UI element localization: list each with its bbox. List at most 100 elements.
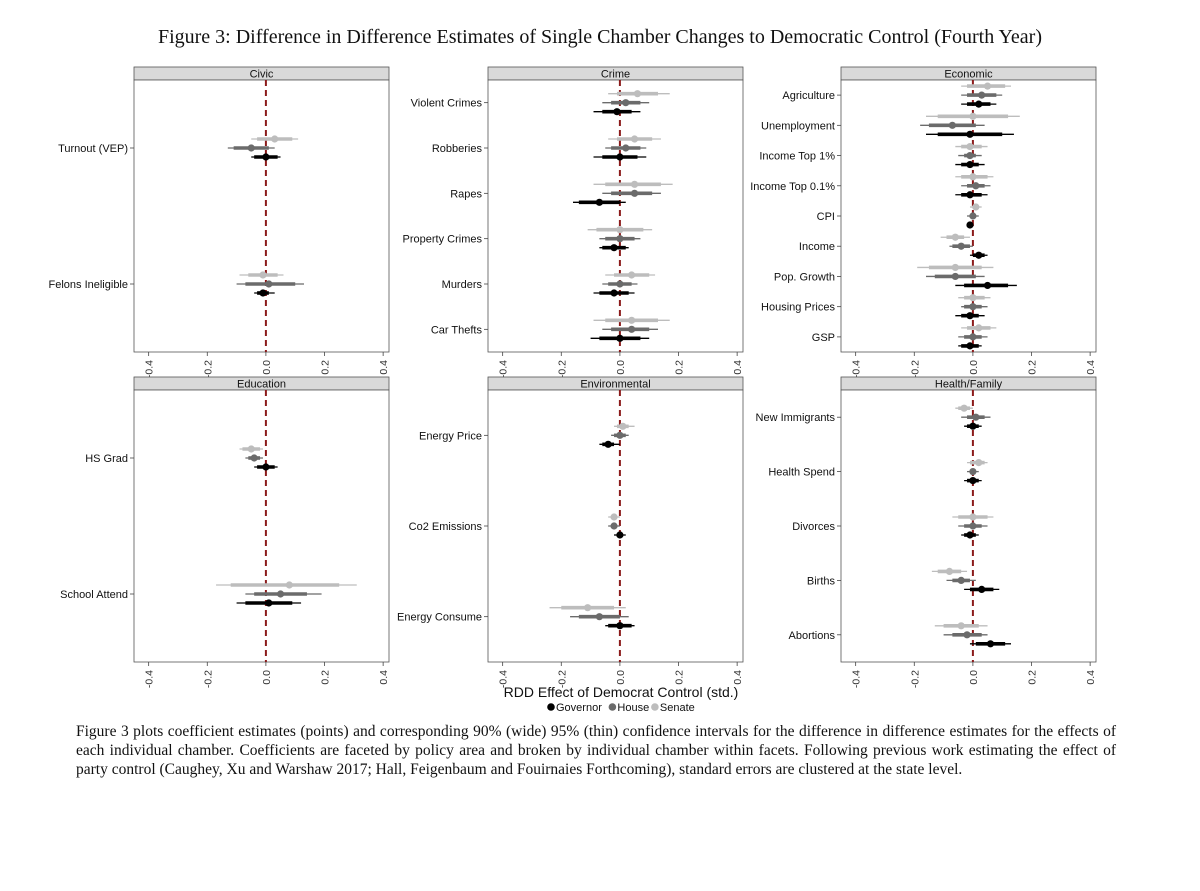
senate-estimate-point bbox=[969, 294, 977, 302]
facet-title-civic: Civic bbox=[250, 69, 274, 81]
outcome-label: Felons Ineligible bbox=[49, 279, 129, 291]
facet-panel-crime bbox=[487, 79, 744, 353]
house-estimate-point bbox=[247, 144, 255, 152]
governor-estimate-point bbox=[616, 334, 624, 342]
governor-estimate-point bbox=[610, 244, 618, 252]
governor-estimate-point bbox=[259, 289, 267, 297]
outcome-label: Rapes bbox=[450, 188, 482, 200]
facet-title-environmental: Environmental bbox=[580, 379, 650, 391]
x-tick-label: -0.2 bbox=[556, 670, 568, 688]
legend-label-house: House bbox=[617, 702, 649, 714]
governor-estimate-point bbox=[604, 440, 612, 448]
house-estimate-point bbox=[616, 431, 624, 439]
house-estimate-point bbox=[969, 468, 977, 476]
senate-estimate-point bbox=[630, 135, 639, 143]
outcome-label: Abortions bbox=[789, 630, 836, 642]
house-estimate-point bbox=[276, 590, 285, 598]
outcome-label: Divorces bbox=[792, 521, 835, 533]
house-estimate-point bbox=[595, 613, 603, 621]
x-tick-label: -0.2 bbox=[909, 670, 921, 688]
x-tick-label: -0.4 bbox=[851, 670, 863, 688]
governor-estimate-point bbox=[966, 221, 974, 229]
house-estimate-point bbox=[957, 242, 965, 250]
senate-estimate-point bbox=[633, 90, 642, 98]
legend-swatch-senate bbox=[651, 703, 659, 711]
x-tick-label: 0.4 bbox=[1085, 670, 1097, 685]
senate-estimate-point bbox=[247, 445, 255, 453]
governor-estimate-point bbox=[966, 191, 974, 199]
outcome-label: Unemployment bbox=[761, 120, 835, 132]
house-estimate-point bbox=[622, 99, 630, 107]
x-tick-label: 0.2 bbox=[320, 670, 332, 685]
x-tick-label: -0.4 bbox=[498, 360, 510, 378]
outcome-label: CPI bbox=[817, 211, 835, 223]
x-tick-label: 0.0 bbox=[261, 360, 273, 375]
governor-estimate-point bbox=[966, 312, 974, 320]
governor-estimate-point bbox=[966, 531, 974, 539]
house-estimate-point bbox=[972, 182, 980, 190]
governor-estimate-point bbox=[616, 531, 624, 539]
governor-estimate-point bbox=[969, 422, 977, 430]
legend-swatch-house bbox=[608, 703, 617, 711]
governor-estimate-point bbox=[613, 108, 621, 116]
senate-estimate-point bbox=[945, 567, 954, 576]
outcome-label: GSP bbox=[812, 332, 835, 344]
house-estimate-point bbox=[630, 189, 639, 197]
house-estimate-point bbox=[948, 121, 956, 129]
x-tick-label: -0.2 bbox=[202, 670, 214, 688]
outcome-label: Energy Consume bbox=[397, 612, 482, 624]
facet-panel-civic bbox=[133, 79, 390, 353]
facet-panel-education bbox=[133, 389, 390, 663]
governor-estimate-point bbox=[595, 198, 603, 206]
x-tick-label: 0.2 bbox=[1027, 670, 1039, 685]
facet-title-crime: Crime bbox=[601, 69, 630, 81]
x-tick-label: -0.2 bbox=[556, 360, 568, 378]
x-tick-label: 0.2 bbox=[1027, 360, 1039, 375]
x-tick-label: -0.4 bbox=[851, 360, 863, 378]
house-estimate-point bbox=[966, 151, 974, 160]
outcome-label: Car Thefts bbox=[431, 324, 483, 336]
house-estimate-point bbox=[622, 144, 630, 152]
house-estimate-point bbox=[628, 325, 636, 333]
x-axis-label: RDD Effect of Democrat Control (std.) bbox=[504, 684, 739, 700]
house-estimate-point bbox=[610, 522, 618, 530]
x-tick-label: 0.4 bbox=[378, 670, 390, 685]
outcome-label: Income Top 1% bbox=[759, 151, 835, 163]
governor-estimate-point bbox=[966, 342, 974, 350]
house-estimate-point bbox=[250, 454, 258, 462]
senate-estimate-point bbox=[975, 459, 983, 467]
senate-estimate-point bbox=[584, 604, 592, 612]
house-estimate-point bbox=[265, 280, 273, 288]
outcome-label: New Immigrants bbox=[756, 412, 836, 424]
facet-title-health-family: Health/Family bbox=[935, 379, 1003, 391]
outcome-label: Property Crimes bbox=[403, 234, 483, 246]
house-estimate-point bbox=[972, 413, 980, 421]
governor-estimate-point bbox=[265, 599, 273, 607]
outcome-label: Income Top 0.1% bbox=[750, 181, 835, 193]
senate-estimate-point bbox=[983, 82, 992, 90]
x-tick-label: 0.2 bbox=[674, 360, 686, 375]
outcome-label: Murders bbox=[442, 279, 483, 291]
outcome-label: Income bbox=[799, 241, 835, 253]
outcome-label: Co2 Emissions bbox=[409, 521, 483, 533]
outcome-label: Agriculture bbox=[782, 90, 835, 102]
senate-estimate-point bbox=[966, 142, 974, 151]
outcome-label: Births bbox=[807, 575, 836, 587]
governor-estimate-point bbox=[969, 477, 977, 485]
facet-title-economic: Economic bbox=[944, 69, 993, 81]
senate-estimate-point bbox=[610, 513, 618, 521]
house-estimate-point bbox=[951, 272, 959, 281]
x-tick-label: -0.2 bbox=[909, 360, 921, 378]
outcome-label: HS Grad bbox=[85, 453, 128, 465]
governor-estimate-point bbox=[986, 640, 995, 648]
x-tick-label: 0.0 bbox=[615, 670, 627, 685]
x-tick-label: 0.0 bbox=[615, 360, 627, 375]
governor-estimate-point bbox=[262, 463, 270, 471]
senate-estimate-point bbox=[285, 581, 293, 589]
senate-estimate-point bbox=[259, 271, 267, 279]
x-tick-label: 0.2 bbox=[674, 670, 686, 685]
house-estimate-point bbox=[969, 522, 977, 530]
outcome-label: Housing Prices bbox=[761, 302, 835, 314]
x-tick-label: 0.0 bbox=[261, 670, 273, 685]
house-estimate-point bbox=[969, 333, 977, 341]
